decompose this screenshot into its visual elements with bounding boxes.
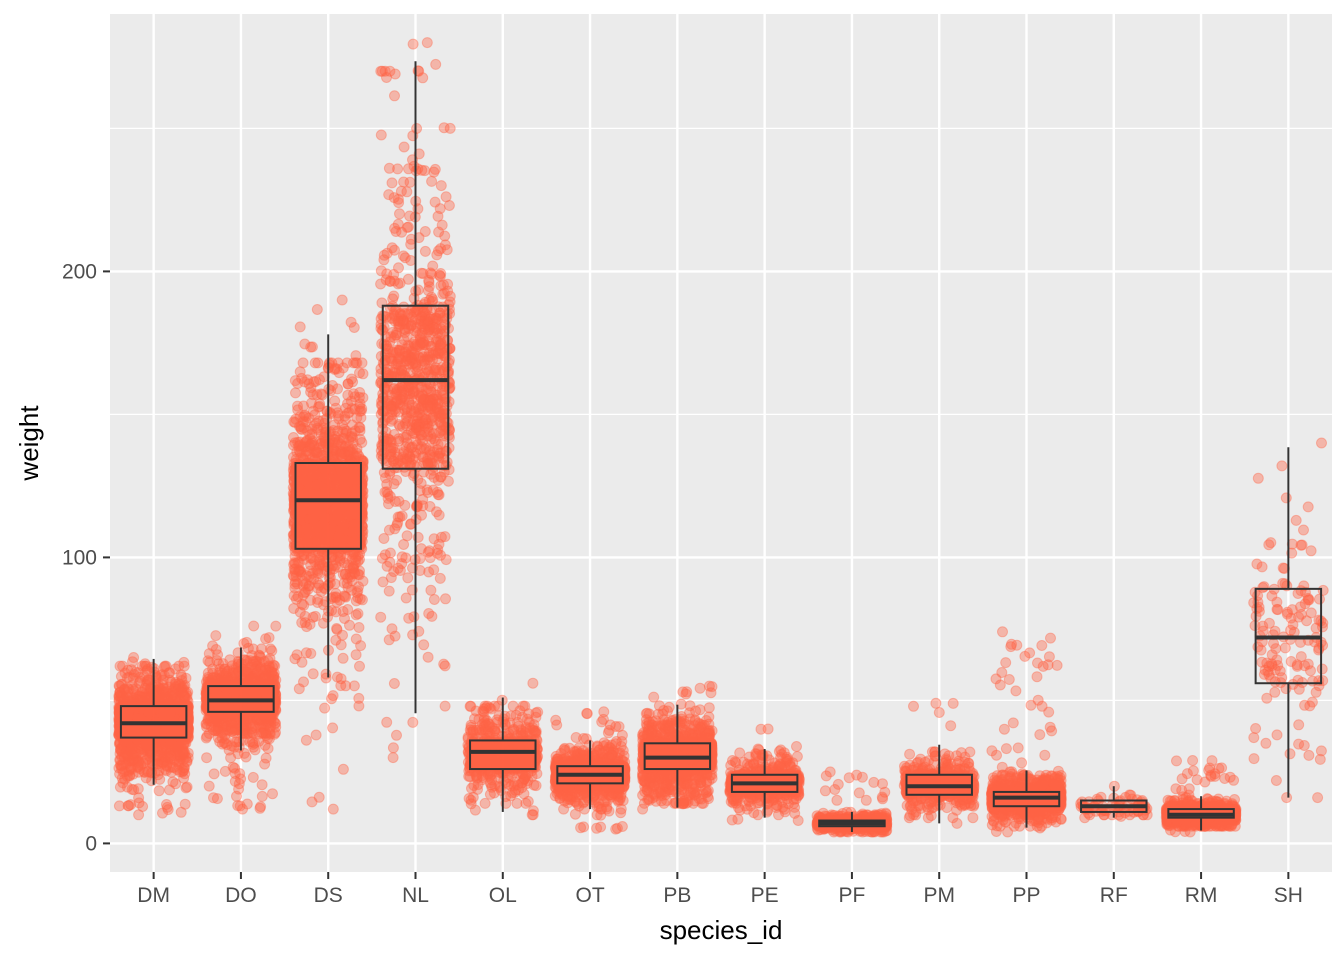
data-point [232, 791, 242, 801]
data-point [204, 781, 214, 791]
data-point [256, 802, 266, 812]
data-point [257, 791, 267, 801]
data-point [358, 369, 368, 379]
data-point [271, 621, 281, 631]
data-point [231, 737, 241, 747]
data-point [122, 734, 132, 744]
data-point [228, 762, 238, 772]
data-point [168, 777, 178, 787]
data-point [338, 653, 348, 663]
data-point [208, 641, 218, 651]
data-point [220, 738, 230, 748]
data-point [261, 634, 271, 644]
data-point [161, 687, 171, 697]
data-point [180, 769, 190, 779]
data-point [153, 680, 163, 690]
data-point [170, 730, 180, 740]
data-point [266, 644, 276, 654]
data-point [266, 722, 276, 732]
data-point [269, 675, 279, 685]
data-point [129, 785, 139, 795]
data-point [260, 740, 270, 750]
data-point [259, 709, 269, 719]
data-point [177, 676, 187, 686]
data-point [257, 728, 267, 738]
data-point [115, 661, 125, 671]
data-point [256, 663, 266, 673]
data-point [238, 713, 248, 723]
data-point [126, 800, 136, 810]
data-point [202, 753, 212, 763]
data-point [164, 668, 174, 678]
data-point [178, 755, 188, 765]
data-point [123, 711, 133, 721]
data-point [179, 657, 189, 667]
data-point [260, 759, 270, 769]
data-point [208, 664, 218, 674]
data-point [355, 661, 365, 671]
data-point [221, 679, 231, 689]
data-point [174, 696, 184, 706]
data-point [154, 786, 164, 796]
data-point [147, 734, 157, 744]
data-point [248, 721, 258, 731]
data-point [209, 769, 219, 779]
data-point [239, 639, 249, 649]
data-point [268, 789, 278, 799]
data-point [248, 772, 258, 782]
data-point [130, 747, 140, 757]
data-point [160, 751, 170, 761]
data-point [114, 727, 124, 737]
data-point [213, 726, 223, 736]
data-point [115, 755, 125, 765]
data-point [211, 631, 221, 641]
data-point [212, 794, 222, 804]
data-point [246, 674, 256, 684]
data-point [227, 723, 237, 733]
data-point [165, 708, 175, 718]
data-point [144, 675, 154, 685]
data-point [134, 810, 144, 820]
data-point [155, 774, 165, 784]
data-point [218, 659, 228, 669]
data-point [120, 774, 130, 784]
data-point [138, 692, 148, 702]
data-point [120, 684, 130, 694]
data-point [250, 745, 260, 755]
data-point [181, 783, 191, 793]
data-point [114, 801, 124, 811]
data-point [238, 804, 248, 814]
data-point [143, 767, 153, 777]
data-point [122, 673, 132, 683]
data-point [150, 690, 160, 700]
data-point [249, 621, 259, 631]
data-point [140, 659, 150, 669]
data-point [129, 653, 139, 663]
data-point [257, 780, 267, 790]
data-point [176, 807, 186, 817]
data-point [158, 808, 168, 818]
data-point [229, 668, 239, 678]
